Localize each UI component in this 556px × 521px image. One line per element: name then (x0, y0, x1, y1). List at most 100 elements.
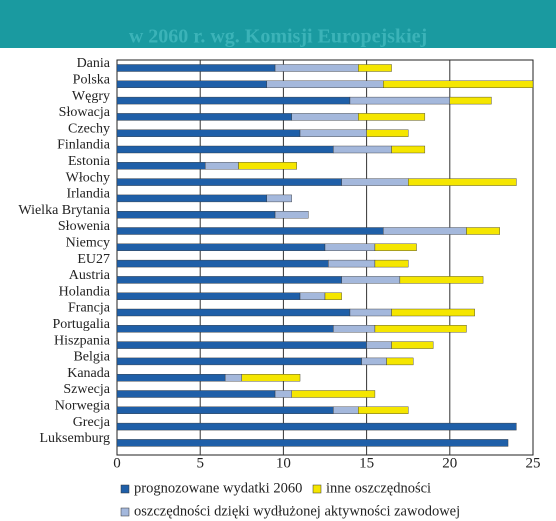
legend-label: inne oszczędności (326, 480, 431, 496)
bar-segment (466, 227, 500, 235)
bar-segment (391, 341, 434, 349)
bar-segment (116, 276, 342, 284)
bar-segment (386, 357, 414, 366)
bar-segment (374, 259, 409, 268)
bar-segment (241, 374, 301, 382)
bar-segment (291, 113, 359, 121)
bar-segment (333, 406, 359, 414)
bar-segment (349, 308, 392, 317)
bar-segment (341, 276, 401, 284)
bar-segment (333, 325, 376, 333)
bar-segment (116, 422, 517, 431)
legend-label: oszczędności dzięki wydłużonej aktywnośc… (134, 503, 460, 519)
bar-segment (291, 390, 376, 398)
bar-segment (116, 194, 267, 203)
bar-segment (116, 64, 276, 72)
y-tick-label: Włochy (66, 170, 110, 185)
y-tick-label: Wielka Brytania (18, 203, 110, 218)
bar-segment (116, 145, 334, 154)
bar-segment (358, 64, 392, 72)
bar-segment (349, 96, 450, 105)
bar-segment (116, 113, 292, 121)
bar-segment (116, 308, 351, 317)
bar-segment (383, 80, 534, 89)
bar-segment (391, 308, 475, 317)
y-tick-label: Belgia (73, 350, 110, 365)
bar-segment (116, 374, 226, 382)
y-tick-label: Austria (69, 268, 111, 283)
y-tick-label: Szwecja (63, 382, 110, 397)
y-tick-label: Luksemburg (39, 431, 110, 446)
bar-segment (299, 292, 326, 300)
bar-segment (361, 357, 387, 366)
bar-segment (358, 113, 426, 121)
y-tick-label: Słowacja (59, 105, 111, 120)
bar-segment (116, 162, 206, 170)
bar-segment (341, 178, 409, 186)
y-tick-label: Estonia (68, 154, 111, 169)
x-tick-label: 5 (196, 455, 204, 471)
y-tick-label: Węgry (72, 89, 110, 104)
y-tick-label: Norwegia (55, 399, 111, 414)
bar-segment (116, 357, 362, 366)
bar-segment (449, 96, 492, 105)
bar-segment (204, 162, 239, 170)
chart-subtitle: w 2060 r. wg. Komisji Europejskiej (129, 26, 427, 48)
bar-segment (324, 292, 342, 300)
bar-segment (328, 259, 376, 268)
bar-segment (399, 276, 484, 284)
bar-segment (116, 129, 301, 137)
y-tick-label: Niemcy (66, 236, 110, 251)
y-tick-label: Grecja (73, 415, 111, 430)
bar-segment (274, 390, 292, 398)
bar-segment (116, 227, 384, 235)
y-tick-label: EU27 (77, 252, 110, 267)
bar-segment (333, 145, 392, 154)
legend-label: prognozowane wydatki 2060 (134, 480, 302, 496)
bar-segment (358, 406, 409, 414)
bar-segment (116, 178, 342, 186)
y-tick-label: Francja (68, 301, 111, 316)
y-tick-label: Polska (73, 73, 111, 88)
bar-segment (224, 374, 243, 382)
legend-swatch (120, 507, 130, 517)
y-tick-label: Czechy (68, 121, 110, 136)
y-tick-label: Finlandia (57, 138, 111, 153)
bar-segment (374, 243, 417, 252)
y-tick-label: Hiszpania (54, 333, 111, 348)
bar-segment (116, 80, 267, 89)
x-tick-label: 0 (113, 455, 121, 471)
bar-segment (408, 178, 517, 186)
bar-segment (116, 406, 334, 414)
legend-swatch (312, 484, 322, 494)
y-tick-label: Irlandia (66, 187, 110, 202)
bar-segment (299, 129, 367, 137)
bar-segment (366, 129, 409, 137)
x-tick-label: 20 (442, 455, 457, 471)
bar-segment (116, 96, 351, 105)
bar-segment (274, 210, 309, 219)
bar-segment (116, 325, 334, 333)
bar-segment (116, 439, 509, 447)
bar-segment (266, 194, 292, 203)
bar-segment (324, 243, 376, 252)
y-tick-label: Portugalia (52, 317, 110, 332)
x-tick-label: 25 (526, 455, 541, 471)
bar-segment (238, 162, 297, 170)
y-tick-label: Holandia (59, 284, 111, 299)
bar-segment (116, 390, 276, 398)
bar-segment (383, 227, 467, 235)
y-tick-label: Kanada (67, 366, 111, 381)
bar-segment (116, 259, 329, 268)
bar-segment (116, 292, 301, 300)
bar-segment (274, 64, 359, 72)
bar-segment (374, 325, 467, 333)
header-band (0, 0, 556, 48)
bar-segment (116, 243, 326, 252)
x-tick-label: 10 (276, 455, 291, 471)
bar-segment (391, 145, 426, 154)
y-tick-label: Dania (77, 56, 111, 71)
legend-swatch (120, 484, 130, 494)
bar-segment (266, 80, 384, 89)
